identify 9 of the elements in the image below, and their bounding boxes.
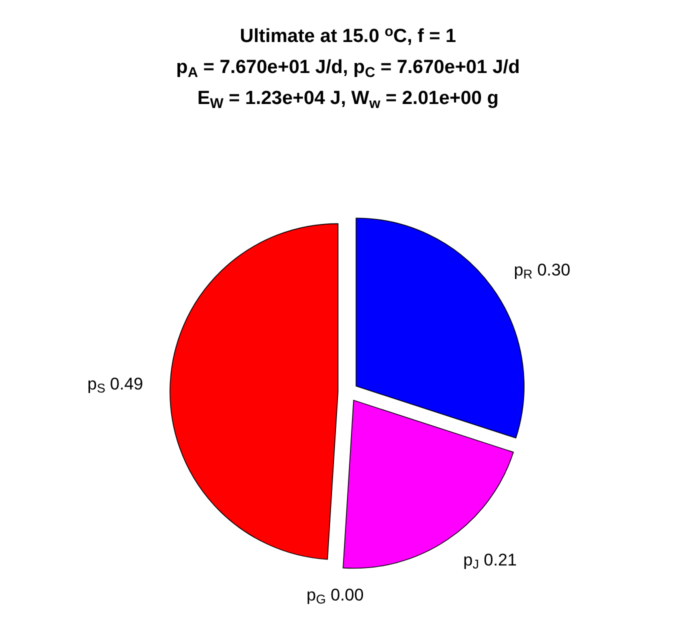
data-label: 0.21 xyxy=(479,551,517,570)
category-label: p$_{G}$ xyxy=(306,586,326,607)
slice-label: p$_{R}$ xyxy=(514,261,533,282)
slice-label: p$_{J}$ xyxy=(463,551,480,572)
data-label: 0.30 xyxy=(532,261,570,280)
chart-title: Ultimate at 15.0 $^{o}$C, f = 1 p$_{A}$ = 7.670e+01 J/d, p$_{C}$ = 7.670e+01 J/d E$_{W}$ = 1.23e+04 J, W$_{w}$ = 2.01e+00 g xyxy=(176,24,520,112)
text: 0.00 xyxy=(330,586,364,606)
slice-label: p$_{S}$ xyxy=(87,375,106,396)
data-label: 0.49 xyxy=(105,375,144,394)
